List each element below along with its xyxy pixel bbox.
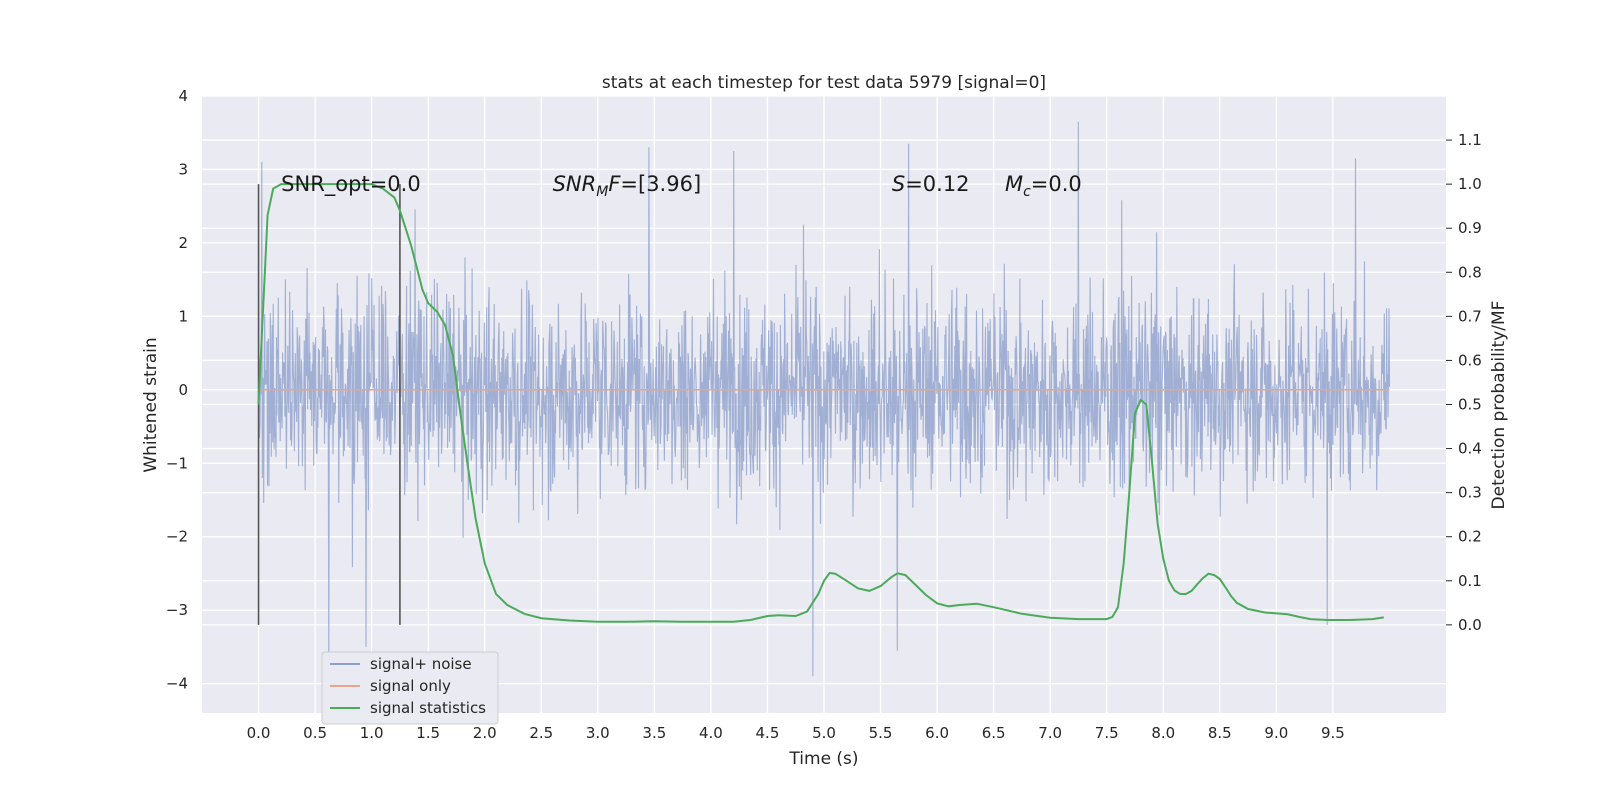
y2-tick-label: 0.8: [1458, 263, 1482, 281]
noise-series: [257, 121, 1391, 677]
legend-label-signal: signal only: [370, 677, 451, 695]
x-tick-label: 3.0: [586, 724, 610, 742]
y2-tick-label: 0.6: [1458, 351, 1482, 369]
x-tick-label: 9.5: [1321, 724, 1345, 742]
y-tick-label: 1: [178, 307, 188, 325]
y2-tick-label: 0.7: [1458, 307, 1482, 325]
y-tick-label: 4: [178, 87, 188, 105]
y-tick-label: 0: [178, 381, 188, 399]
y2-tick-label: 0.5: [1458, 396, 1482, 414]
x-tick-label: 7.0: [1038, 724, 1062, 742]
y2-tick-label: 0.2: [1458, 528, 1482, 546]
annotation-mc-value: Mc=0.0: [1005, 172, 1082, 200]
y-tick-label: 2: [178, 234, 188, 252]
y-tick-label: 3: [178, 160, 188, 178]
legend-box: [321, 651, 499, 725]
x-tick-label: 2.5: [529, 724, 553, 742]
y2-tick-label: 1.0: [1458, 175, 1482, 193]
x-tick-label: 0.5: [303, 724, 327, 742]
y2-tick-label: 0.1: [1458, 572, 1482, 590]
y2-tick-label: 0.4: [1458, 440, 1482, 458]
noise-line: [257, 121, 1391, 677]
x-tick-label: 6.0: [925, 724, 949, 742]
chart-title: stats at each timestep for test data 597…: [602, 73, 1046, 93]
x-tick-label: 7.5: [1095, 724, 1119, 742]
x-tick-label: 2.0: [473, 724, 497, 742]
x-tick-label: 6.5: [982, 724, 1006, 742]
y-tick-label: −4: [166, 675, 188, 693]
x-tick-label: 9.0: [1264, 724, 1288, 742]
legend-label-noise: signal+ noise: [370, 655, 472, 673]
y-tick-label: −2: [166, 528, 188, 546]
legend-label-statistics: signal statistics: [370, 699, 486, 717]
y2-tick-label: 0.0: [1458, 616, 1482, 634]
annotation-snr-opt: SNR_opt=0.0: [281, 172, 421, 197]
annotation-snr-mf: SNRMF=[3.96]: [553, 172, 702, 200]
annotations: SNR_opt=0.0 SNRMF=[3.96] S=0.12 Mc=0.0: [281, 172, 1082, 200]
x-tick-label: 1.5: [416, 724, 440, 742]
y2-tick-label: 1.1: [1458, 131, 1482, 149]
x-tick-label: 4.0: [699, 724, 723, 742]
x-tick-label: 0.0: [247, 724, 271, 742]
x-tick-label: 5.0: [812, 724, 836, 742]
x-ticks: 0.0 0.5 1.0 1.5 2.0 2.5 3.0 3.5 4.0 4.5 5.0 5.5 6.0 6…: [247, 724, 1345, 742]
y2-tick-label: 0.9: [1458, 219, 1482, 237]
y-ticks: 4 3 2 1 0 −1 −2 −3 −4: [166, 87, 188, 693]
x-tick-label: 5.5: [869, 724, 893, 742]
x-tick-label: 8.0: [1151, 724, 1175, 742]
y-tick-label: −3: [166, 601, 188, 619]
y-axis-label: Whitened strain: [141, 337, 161, 472]
y-tick-label: −1: [166, 454, 188, 472]
x-axis-label: Time (s): [788, 749, 858, 769]
x-tick-label: 3.5: [642, 724, 666, 742]
annotation-s-value: S=0.12: [892, 172, 970, 196]
x-tick-label: 1.0: [360, 724, 384, 742]
x-tick-label: 8.5: [1208, 724, 1232, 742]
y2-ticks: 1.1 1.0 0.9 0.8 0.7 0.6 0.5 0.4 0.3 0.2 0.1 0.0: [1446, 131, 1482, 634]
legend: signal+ noise signal only signal statist…: [321, 651, 499, 725]
statistics-series: [257, 183, 1384, 623]
y2-axis-label: Detection probability/MF: [1489, 301, 1509, 510]
statistics-line: [257, 183, 1384, 623]
x-tick-label: 4.5: [756, 724, 780, 742]
y2-tick-label: 0.3: [1458, 484, 1482, 502]
